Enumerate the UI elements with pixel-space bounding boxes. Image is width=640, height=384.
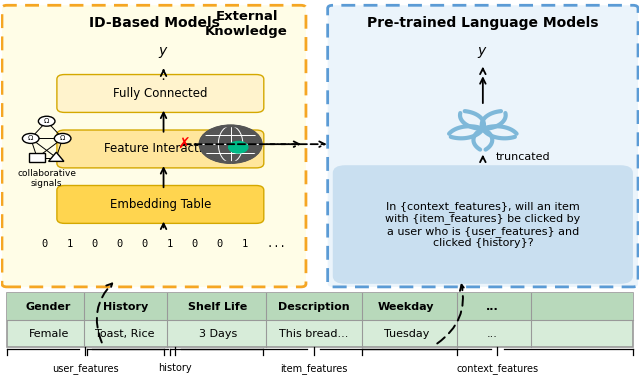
Circle shape bbox=[54, 134, 71, 143]
FancyBboxPatch shape bbox=[7, 293, 633, 320]
FancyBboxPatch shape bbox=[333, 165, 633, 284]
Text: Toast, Rice: Toast, Rice bbox=[95, 329, 155, 339]
Text: Description: Description bbox=[278, 302, 349, 312]
Text: ID-Based Models: ID-Based Models bbox=[88, 16, 220, 30]
Text: 0   1   0   0   0   1   0   0   1   ...: 0 1 0 0 0 1 0 0 1 ... bbox=[42, 238, 285, 249]
Text: Ω: Ω bbox=[28, 136, 33, 141]
Text: user_features: user_features bbox=[52, 363, 118, 374]
Text: Ω: Ω bbox=[44, 118, 49, 124]
Text: Pre-trained Language Models: Pre-trained Language Models bbox=[367, 16, 598, 30]
Text: Fully Connected: Fully Connected bbox=[113, 87, 207, 100]
FancyBboxPatch shape bbox=[57, 74, 264, 113]
FancyBboxPatch shape bbox=[29, 153, 45, 162]
Text: $y$: $y$ bbox=[477, 45, 488, 60]
Text: truncated: truncated bbox=[495, 152, 550, 162]
FancyBboxPatch shape bbox=[57, 185, 264, 223]
Circle shape bbox=[22, 134, 39, 143]
Text: $y$: $y$ bbox=[158, 45, 169, 60]
Circle shape bbox=[38, 116, 55, 126]
Text: ...: ... bbox=[486, 302, 499, 312]
Text: ...: ... bbox=[487, 329, 498, 339]
Text: This bread...: This bread... bbox=[279, 329, 348, 339]
FancyBboxPatch shape bbox=[7, 293, 633, 347]
FancyBboxPatch shape bbox=[2, 5, 306, 287]
Text: item_features: item_features bbox=[280, 363, 348, 374]
Text: History: History bbox=[102, 302, 148, 312]
Text: history: history bbox=[158, 363, 191, 373]
Text: Weekday: Weekday bbox=[378, 302, 435, 312]
Circle shape bbox=[200, 126, 261, 162]
Text: 3 Days: 3 Days bbox=[198, 329, 237, 339]
Text: Embedding Table: Embedding Table bbox=[109, 198, 211, 211]
Text: Female: Female bbox=[28, 329, 68, 339]
Text: Tuesday: Tuesday bbox=[383, 329, 429, 339]
Text: In {context_features}, will an item
with {item_features} be clicked by
a user wh: In {context_features}, will an item with… bbox=[385, 201, 580, 248]
Text: Feature Interaction: Feature Interaction bbox=[104, 142, 217, 156]
Text: ✗: ✗ bbox=[178, 137, 190, 152]
FancyBboxPatch shape bbox=[57, 130, 264, 168]
Text: Shelf Life: Shelf Life bbox=[188, 302, 248, 312]
Circle shape bbox=[228, 141, 248, 153]
Text: External
Knowledge: External Knowledge bbox=[205, 10, 288, 38]
Text: Gender: Gender bbox=[26, 302, 71, 312]
Text: context_features: context_features bbox=[456, 363, 538, 374]
FancyBboxPatch shape bbox=[328, 5, 638, 287]
Text: Ω: Ω bbox=[60, 136, 65, 141]
Text: collaborative
signals: collaborative signals bbox=[17, 169, 76, 189]
Polygon shape bbox=[49, 152, 64, 161]
